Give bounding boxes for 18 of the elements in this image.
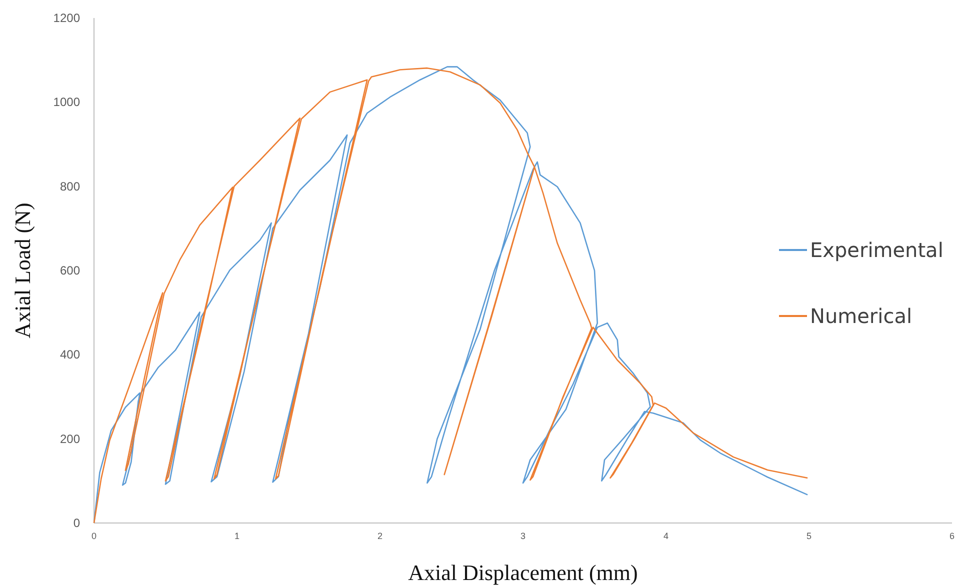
y-tick-label: 200 (60, 432, 80, 446)
y-tick-label: 1000 (53, 95, 80, 110)
x-tick-label: 5 (806, 531, 812, 541)
x-tick-label: 2 (377, 531, 383, 541)
y-axis-title: Axial Load (N) (10, 202, 35, 338)
y-tick-label: 1200 (53, 11, 80, 25)
x-tick-label: 3 (520, 531, 526, 541)
y-tick-label: 800 (60, 179, 80, 194)
legend-label: Numerical (810, 304, 912, 328)
y-tick-label: 400 (60, 348, 80, 362)
x-tick-label: 4 (663, 531, 669, 541)
x-tick-label: 1 (234, 531, 240, 541)
x-axis-title: Axial Displacement (mm) (408, 560, 638, 585)
x-tick-label: 6 (949, 531, 955, 541)
legend-label: Experimental (810, 238, 944, 262)
y-tick-label: 0 (73, 516, 80, 530)
y-tick-label: 600 (60, 264, 80, 278)
x-tick-label: 0 (91, 531, 97, 541)
